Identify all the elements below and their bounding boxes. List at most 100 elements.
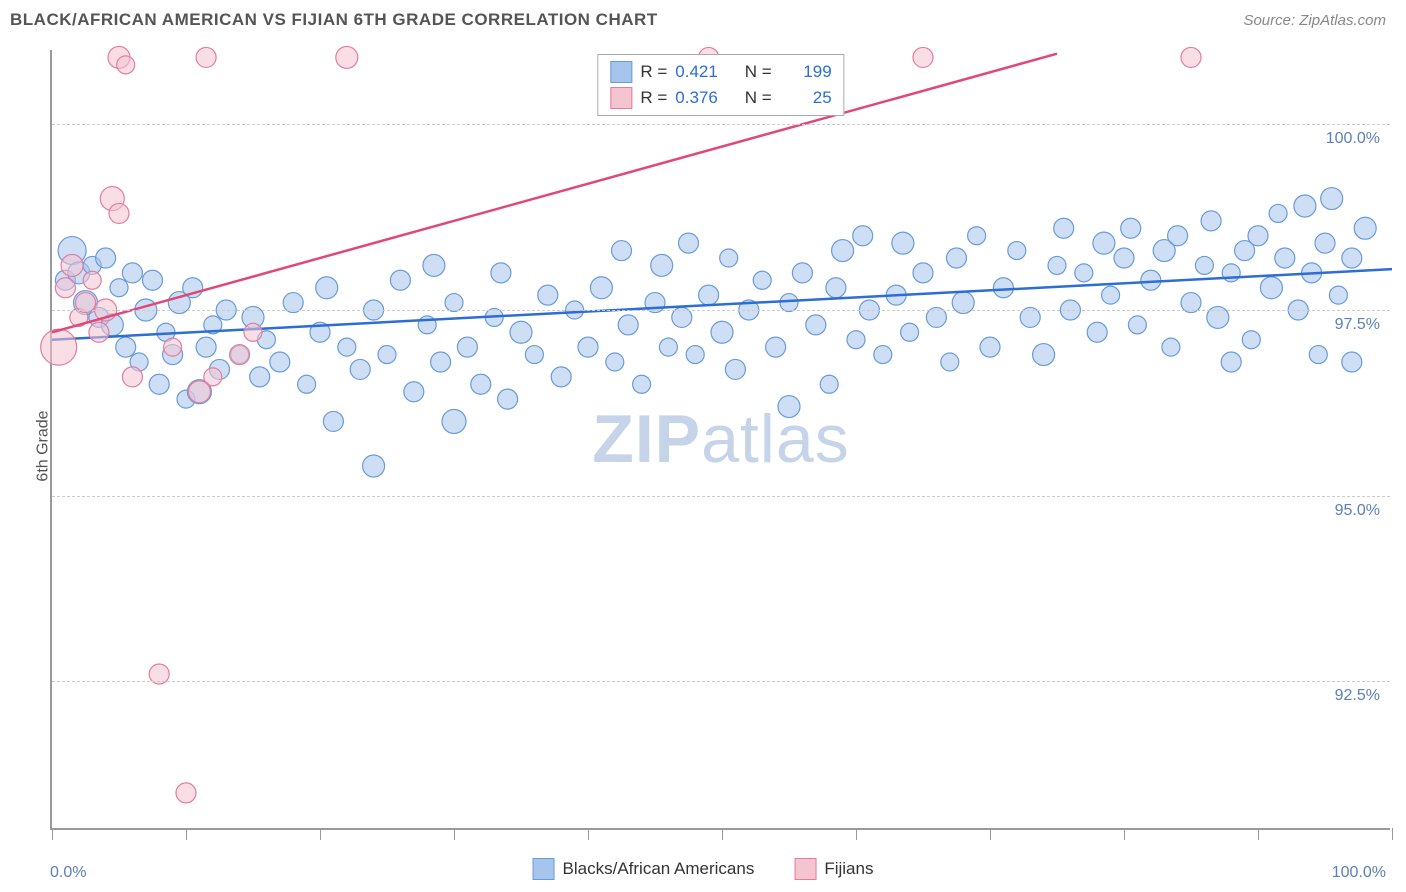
scatter-point [116, 337, 136, 357]
x-tick [990, 828, 991, 840]
x-tick [52, 828, 53, 840]
scatter-point [350, 359, 370, 379]
scatter-point [551, 367, 571, 387]
n-label: N = [735, 62, 771, 82]
scatter-point [618, 315, 638, 335]
scatter-point [143, 270, 163, 290]
n-label: N = [735, 88, 771, 108]
scatter-point [832, 240, 854, 262]
scatter-point [390, 270, 410, 290]
scatter-point [720, 249, 738, 267]
chart-plot-area: ZIPatlas R = 0.421 N = 199R = 0.376 N = … [50, 50, 1390, 830]
legend-swatch [610, 87, 632, 109]
chart-title: BLACK/AFRICAN AMERICAN VS FIJIAN 6TH GRA… [10, 10, 658, 30]
scatter-point [651, 254, 673, 276]
x-axis-min-label: 0.0% [50, 864, 86, 882]
scatter-point [820, 375, 838, 393]
scatter-point [1275, 248, 1295, 268]
r-label: R = [640, 62, 667, 82]
scatter-point [913, 47, 933, 67]
scatter-point [1102, 286, 1120, 304]
scatter-point [525, 346, 543, 364]
scatter-point [792, 263, 812, 283]
scatter-point [1248, 226, 1268, 246]
x-tick [454, 828, 455, 840]
scatter-point [1008, 242, 1026, 260]
legend-label: Blacks/African Americans [563, 859, 755, 879]
x-tick [856, 828, 857, 840]
scatter-point [1260, 277, 1282, 299]
scatter-point [316, 277, 338, 299]
x-tick [588, 828, 589, 840]
scatter-point [847, 331, 865, 349]
scatter-point [901, 323, 919, 341]
scatter-point [117, 56, 135, 74]
scatter-point [404, 382, 424, 402]
y-tick-label: 97.5% [1335, 316, 1380, 334]
scatter-point [968, 227, 986, 245]
scatter-point [338, 338, 356, 356]
gridline [52, 681, 1390, 682]
scatter-point [980, 337, 1000, 357]
x-tick [1124, 828, 1125, 840]
scatter-point [1269, 204, 1287, 222]
scatter-point [1309, 346, 1327, 364]
scatter-point [378, 346, 396, 364]
scatter-point [1168, 226, 1188, 246]
scatter-point [947, 248, 967, 268]
scatter-point [1048, 256, 1066, 274]
r-value: 0.376 [675, 88, 727, 108]
scatter-point [250, 367, 270, 387]
r-value: 0.421 [675, 62, 727, 82]
scatter-point [778, 396, 800, 418]
scatter-point [442, 409, 466, 433]
gridline [52, 310, 1390, 311]
scatter-point [1294, 195, 1316, 217]
source-label: Source: ZipAtlas.com [1243, 12, 1386, 29]
gridline [52, 124, 1390, 125]
gridline [52, 496, 1390, 497]
scatter-point [1195, 256, 1213, 274]
scatter-point [298, 375, 316, 393]
scatter-svg [52, 50, 1390, 828]
scatter-point [1087, 322, 1107, 342]
scatter-point [686, 346, 704, 364]
scatter-point [431, 352, 451, 372]
scatter-point [196, 337, 216, 357]
scatter-point [590, 277, 612, 299]
scatter-point [1242, 331, 1260, 349]
scatter-point [230, 345, 250, 365]
scatter-point [633, 375, 651, 393]
scatter-point [1354, 217, 1376, 239]
scatter-point [423, 254, 445, 276]
scatter-point [1181, 47, 1201, 67]
scatter-point [1342, 352, 1362, 372]
x-axis-max-label: 100.0% [1332, 864, 1386, 882]
scatter-point [874, 346, 892, 364]
scatter-point [1128, 316, 1146, 334]
scatter-point [244, 323, 262, 341]
scatter-point [196, 47, 216, 67]
scatter-point [699, 285, 719, 305]
scatter-point [176, 783, 196, 803]
scatter-point [711, 321, 733, 343]
scatter-point [853, 226, 873, 246]
x-tick [722, 828, 723, 840]
scatter-point [1033, 344, 1055, 366]
scatter-point [606, 353, 624, 371]
scatter-point [806, 315, 826, 335]
legend-swatch [794, 858, 816, 880]
scatter-point [122, 367, 142, 387]
scatter-point [96, 248, 116, 268]
scatter-point [1093, 232, 1115, 254]
scatter-point [61, 254, 83, 276]
scatter-point [766, 337, 786, 357]
scatter-point [41, 329, 77, 365]
legend-label: Fijians [824, 859, 873, 879]
scatter-point [725, 359, 745, 379]
r-label: R = [640, 88, 667, 108]
scatter-point [1315, 233, 1335, 253]
scatter-point [780, 294, 798, 312]
y-tick-label: 92.5% [1335, 687, 1380, 705]
bottom-legend-item: Blacks/African Americans [533, 858, 755, 880]
